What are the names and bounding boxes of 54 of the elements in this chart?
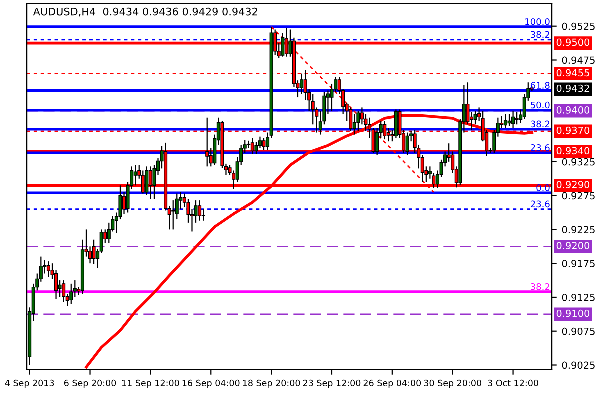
annotation: 38.2: [531, 31, 550, 38]
candlestick: [145, 166, 149, 196]
candlestick: [70, 283, 74, 305]
candlestick: [406, 132, 410, 156]
x-tick-label: 3 Oct 12:00: [488, 380, 538, 386]
x-tick-label: 18 Sep 20:00: [243, 380, 300, 388]
annotation: 23.6: [530, 200, 550, 208]
y-tick-label: 0.9075: [562, 328, 595, 336]
ref-line-label: 0.9400: [556, 106, 590, 114]
candlestick: [281, 32, 285, 58]
y-tick-label: 0.9325: [562, 158, 595, 166]
ref-line-label: 0.9370: [556, 126, 590, 134]
candlestick: [515, 112, 519, 126]
y-tick-label: 0.9175: [562, 260, 595, 268]
candlestick: [508, 114, 512, 127]
chart-title: AUDUSD,H4 0.9434 0.9436 0.9429 0.9432: [33, 8, 258, 17]
candlestick: [504, 114, 508, 129]
annotation: 38.2: [531, 120, 550, 128]
candlestick: [134, 164, 138, 186]
x-tick-label: 4 Sep 2013: [5, 380, 54, 388]
annotation: 50.0: [531, 102, 550, 109]
ref-line-label: 0.9340: [556, 147, 590, 155]
candlestick: [512, 110, 516, 129]
candlestick: [383, 120, 387, 140]
x-tick-label: 23 Sep 12:00: [303, 380, 361, 388]
candlestick: [92, 239, 96, 265]
annotation: 38.2: [531, 283, 550, 290]
candlestick: [198, 200, 202, 222]
y-tick-label: 0.9125: [562, 294, 595, 302]
x-tick-label: 6 Sep 20:00: [64, 380, 116, 388]
y-tick-label: 0.9475: [562, 56, 595, 64]
y-tick-label: 0.9275: [562, 192, 595, 200]
annotation: 23.6: [530, 144, 550, 152]
y-tick-label: 0.9525: [562, 22, 595, 30]
y-tick-label: 0.9025: [562, 362, 595, 370]
ref-line-label: 0.9432: [556, 84, 590, 92]
ref-line-label: 0.9500: [556, 38, 590, 46]
candlestick: [356, 110, 360, 132]
ref-line-label: 0.9290: [556, 181, 590, 188]
candlestick: [202, 208, 206, 222]
annotation: 100.0: [526, 18, 550, 26]
candlestick: [62, 280, 66, 303]
ref-line-label: 0.9200: [556, 242, 590, 250]
x-tick-label: 26 Sep 04:00: [364, 380, 422, 388]
x-tick-label: 11 Sep 12:00: [122, 380, 180, 388]
annotation: 61.8: [530, 82, 550, 90]
y-tick-label: 0.9225: [562, 226, 595, 234]
ref-line-label: 0.9455: [556, 69, 590, 77]
candlestick: [500, 116, 504, 129]
ref-line-label: 0.9100: [556, 310, 590, 318]
x-tick-label: 16 Sep 04:00: [182, 380, 240, 388]
candlestick: [46, 261, 50, 278]
x-tick-label: 30 Sep 20:00: [424, 380, 482, 388]
candlestick: [352, 114, 356, 136]
